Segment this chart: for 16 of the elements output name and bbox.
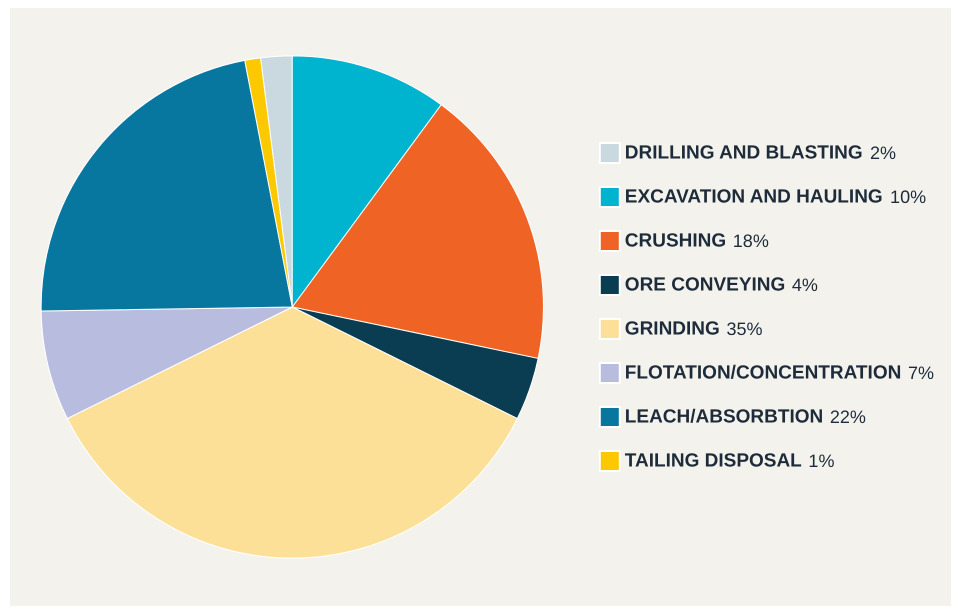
data-label: 7%	[908, 363, 934, 383]
legend-label: FLOTATION/CONCENTRATION	[624, 362, 902, 384]
legend-label: DRILLING AND BLASTING	[624, 142, 863, 164]
data-label: 22%	[830, 407, 866, 427]
legend-label: TAILING DISPOSAL	[624, 450, 802, 472]
legend-label: EXCAVATION AND HAULING	[624, 186, 883, 208]
legend-label: GRINDING	[624, 318, 720, 340]
data-label: 10%	[890, 187, 926, 207]
legend-label: ORE CONVEYING	[624, 274, 786, 296]
data-label: 2%	[870, 143, 896, 163]
legend-label: LEACH/ABSORBTION	[624, 406, 824, 428]
data-label: 1%	[808, 451, 834, 471]
legend-label: CRUSHING	[624, 230, 726, 252]
data-label: 35%	[726, 319, 762, 339]
data-label: 18%	[732, 231, 769, 251]
data-label: 4%	[792, 275, 818, 295]
